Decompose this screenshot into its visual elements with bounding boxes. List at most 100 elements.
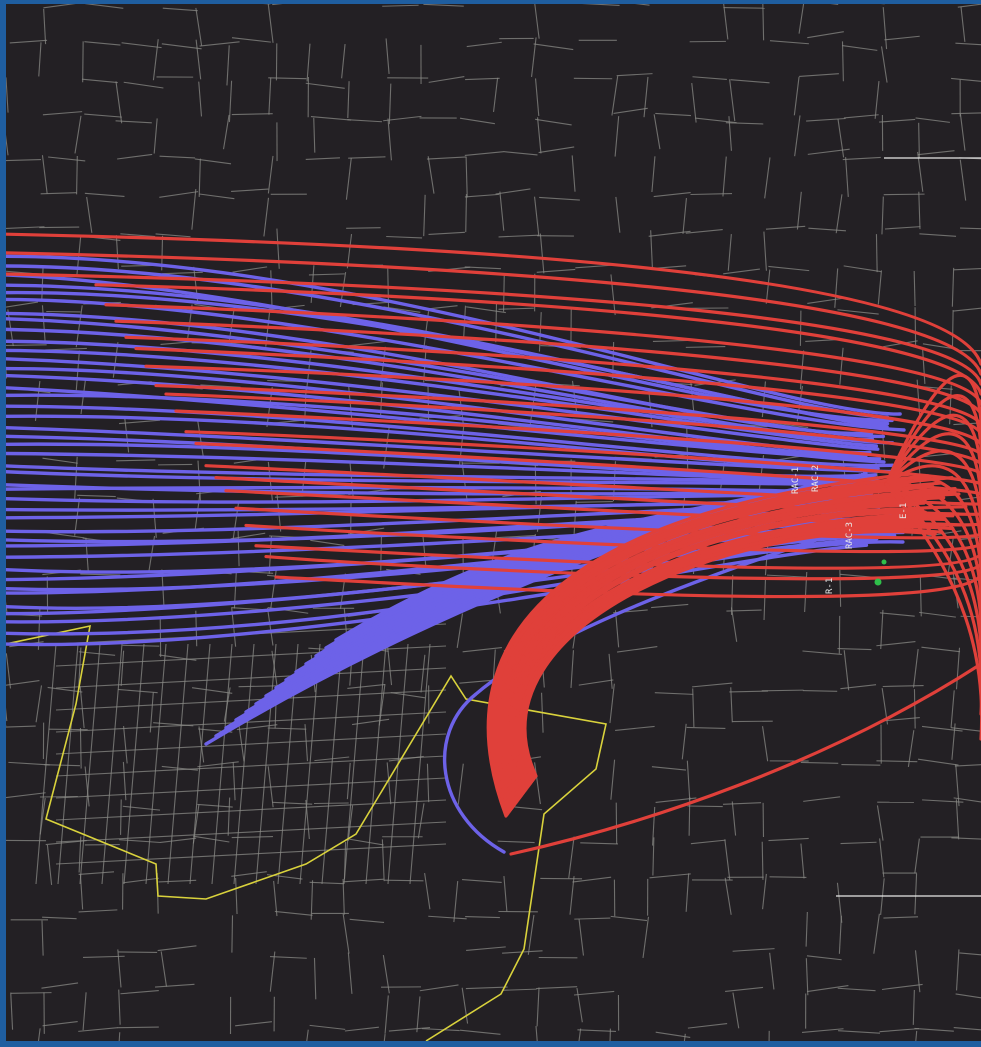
street-segment bbox=[761, 841, 764, 880]
street-segment bbox=[766, 574, 807, 578]
street-segment bbox=[6, 365, 8, 379]
street-segment bbox=[495, 188, 531, 195]
street-segment bbox=[267, 727, 307, 730]
street-segment bbox=[197, 460, 201, 501]
street-segment bbox=[385, 38, 390, 75]
street-segment bbox=[299, 643, 321, 885]
street-segment bbox=[837, 309, 879, 315]
street-segment bbox=[538, 312, 542, 352]
street-segment bbox=[76, 155, 78, 195]
street-segment bbox=[75, 305, 83, 348]
street-segment bbox=[723, 802, 762, 805]
street-segment bbox=[268, 77, 272, 115]
street-segment bbox=[117, 949, 122, 988]
street-segment bbox=[305, 157, 341, 160]
street-segment bbox=[953, 307, 981, 312]
red-trajectory-path bbox=[884, 464, 981, 591]
street-segment bbox=[309, 881, 345, 885]
street-segment bbox=[465, 916, 500, 919]
blue-trajectory-path bbox=[6, 464, 897, 487]
street-segment bbox=[157, 945, 197, 952]
street-segment bbox=[79, 643, 101, 885]
street-segment bbox=[960, 6, 966, 42]
street-segment bbox=[346, 227, 381, 229]
blue-trajectory-path bbox=[6, 425, 897, 474]
street-segment bbox=[57, 643, 79, 885]
street-segment bbox=[879, 1028, 920, 1033]
blue-trajectory-path bbox=[6, 543, 869, 647]
street-segment bbox=[805, 911, 808, 947]
street-segment bbox=[230, 532, 266, 540]
street-segment bbox=[365, 643, 387, 885]
red-trajectory-path bbox=[884, 432, 981, 541]
street-segment bbox=[198, 81, 203, 117]
street-segment bbox=[191, 687, 233, 694]
street-segment bbox=[730, 687, 733, 723]
street-segment bbox=[465, 986, 508, 990]
street-segment bbox=[55, 667, 447, 689]
street-segment bbox=[195, 39, 202, 80]
street-segment bbox=[84, 41, 121, 46]
street-segment bbox=[877, 270, 882, 305]
street-segment bbox=[55, 755, 447, 777]
street-segment bbox=[145, 643, 167, 885]
street-segment bbox=[724, 839, 731, 881]
street-segment bbox=[115, 235, 119, 270]
street-segment bbox=[762, 873, 767, 910]
street-segment bbox=[534, 78, 540, 116]
street-segment bbox=[761, 689, 804, 692]
street-segment bbox=[199, 41, 240, 47]
street-segment bbox=[120, 990, 159, 995]
street-segment bbox=[655, 112, 691, 117]
street-segment bbox=[615, 196, 621, 233]
street-segment bbox=[499, 191, 505, 231]
street-segment bbox=[917, 758, 959, 766]
street-segment bbox=[914, 950, 921, 993]
street-segment bbox=[690, 839, 726, 845]
street-segment bbox=[310, 116, 352, 121]
street-segment bbox=[194, 158, 232, 165]
street-segment bbox=[77, 494, 116, 498]
street-segment bbox=[570, 650, 575, 688]
street-segment bbox=[959, 952, 981, 956]
street-segment bbox=[118, 989, 121, 1025]
street-segment bbox=[876, 760, 918, 763]
street-segment bbox=[6, 159, 41, 162]
blue-trajectory-path bbox=[6, 348, 879, 448]
street-segment bbox=[763, 578, 767, 621]
street-segment bbox=[691, 82, 697, 123]
street-segment bbox=[648, 230, 691, 237]
street-segment bbox=[78, 909, 118, 913]
street-segment bbox=[383, 306, 421, 313]
street-segment bbox=[577, 1029, 617, 1033]
street-segment bbox=[8, 761, 50, 766]
street-segment bbox=[723, 268, 760, 275]
street-segment bbox=[388, 1027, 431, 1032]
street-segment bbox=[271, 650, 279, 689]
street-segment bbox=[503, 151, 538, 156]
street-segment bbox=[420, 654, 426, 693]
street-segment bbox=[78, 647, 82, 689]
street-segment bbox=[388, 83, 392, 125]
street-segment bbox=[728, 116, 732, 151]
street-segment bbox=[690, 192, 733, 196]
street-segment bbox=[731, 801, 737, 836]
street-segment bbox=[687, 1022, 728, 1029]
street-segment bbox=[880, 46, 888, 83]
street-segment bbox=[843, 265, 882, 273]
street-segment bbox=[951, 112, 981, 115]
red-trajectory-path bbox=[884, 449, 981, 566]
red-trajectory-path bbox=[884, 413, 981, 516]
street-segment bbox=[845, 157, 849, 197]
street-segment bbox=[197, 803, 233, 808]
street-segment bbox=[321, 643, 343, 885]
street-segment bbox=[222, 114, 230, 150]
street-segment bbox=[879, 612, 915, 617]
street-segment bbox=[348, 838, 384, 846]
street-segment bbox=[572, 418, 614, 423]
street-segment bbox=[55, 799, 447, 821]
street-segment bbox=[193, 835, 230, 843]
street-segment bbox=[301, 458, 307, 497]
street-segment bbox=[764, 157, 771, 199]
